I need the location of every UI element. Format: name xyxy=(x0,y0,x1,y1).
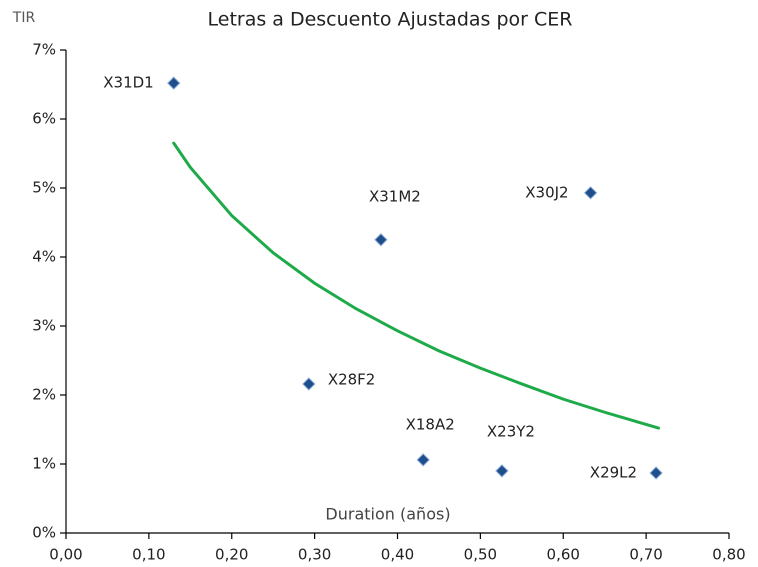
point xyxy=(495,464,509,478)
x-tick-label: 0,10 xyxy=(132,546,165,564)
trendline xyxy=(172,141,661,430)
point-label: X29L2 xyxy=(590,463,637,481)
x-tick-label: 0,40 xyxy=(381,546,414,564)
point-label: X18A2 xyxy=(406,415,455,433)
y-tick-label: 1% xyxy=(32,455,56,473)
point xyxy=(167,76,181,90)
point-label: X23Y2 xyxy=(487,422,535,440)
y-tick-label: 0% xyxy=(32,524,56,542)
point xyxy=(649,466,663,480)
point xyxy=(374,233,388,247)
x-axis-label: Duration (años) xyxy=(325,505,450,524)
x-tick-label: 0,30 xyxy=(298,546,331,564)
x-tick-label: 0,00 xyxy=(49,546,82,564)
x-tick-label: 0,20 xyxy=(215,546,248,564)
y-tick-label: 7% xyxy=(32,41,56,59)
y-axis-label: TIR xyxy=(12,10,36,26)
point-label: X31D1 xyxy=(103,74,153,92)
y-tick-label: 5% xyxy=(32,179,56,197)
y-tick-label: 4% xyxy=(32,248,56,266)
y-tick-label: 6% xyxy=(32,110,56,128)
x-tick-label: 0,80 xyxy=(712,546,745,564)
y-tick-label: 2% xyxy=(32,386,56,404)
point xyxy=(416,453,430,467)
x-tick-label: 0,70 xyxy=(629,546,662,564)
point-label: X30J2 xyxy=(525,183,568,201)
point xyxy=(302,377,316,391)
point-label: X31M2 xyxy=(369,187,421,205)
point xyxy=(583,186,598,200)
point-label: X28F2 xyxy=(328,370,376,388)
x-tick-label: 0,50 xyxy=(464,546,497,564)
y-tick-label: 3% xyxy=(32,317,56,335)
chart-title: Letras a Descuento Ajustadas por CER xyxy=(208,9,573,31)
x-tick-label: 0,60 xyxy=(547,546,580,564)
